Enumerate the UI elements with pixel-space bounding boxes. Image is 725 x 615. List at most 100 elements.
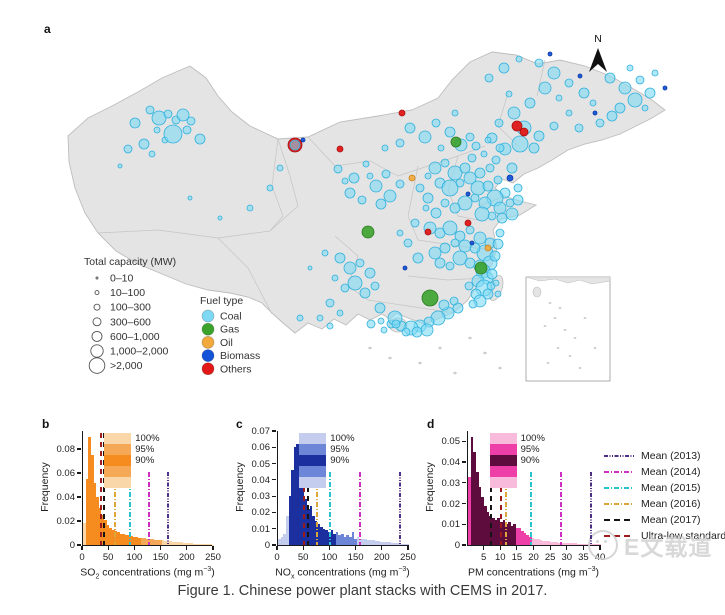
plant-marker <box>511 135 529 153</box>
mean_2013-legend-label: Mean (2013) <box>641 450 701 462</box>
mean_2017-line <box>306 433 309 545</box>
plant-marker <box>451 109 459 117</box>
plant-marker <box>151 110 167 126</box>
fuel-legend-label: Others <box>220 363 252 375</box>
mean_2016-line <box>316 472 319 545</box>
mean_2015-line <box>530 472 533 545</box>
capacity-legend-rows: 0–10 10–100 100–300 300–600 600–1,000 1,000–2… <box>88 273 169 374</box>
plant-marker <box>452 250 468 266</box>
plant-marker <box>321 249 329 257</box>
pct-label: 90% <box>135 455 155 466</box>
y-tick-label: 0.02 <box>56 516 76 527</box>
plant-marker <box>489 250 501 262</box>
pct-band <box>489 444 517 455</box>
plant-marker <box>450 238 460 248</box>
plant-marker <box>348 172 360 184</box>
x-tick <box>107 546 109 550</box>
fuel-legend-label: Gas <box>220 324 239 336</box>
histogram-bar <box>470 437 474 545</box>
plant-marker <box>357 195 367 205</box>
capacity-legend-circle <box>93 303 101 311</box>
plant-marker <box>395 138 405 148</box>
plant-marker <box>442 220 458 236</box>
mean_2016-legend-row: Mean (2016) <box>604 496 725 512</box>
x-tick <box>407 546 409 550</box>
fuel-legend-label: Biomass <box>220 350 260 362</box>
plant-marker <box>374 302 386 314</box>
mean_2014-line-sample <box>604 471 634 473</box>
plant-marker <box>398 109 406 117</box>
pct-label: 90% <box>330 455 350 466</box>
plant-marker <box>316 314 324 322</box>
histogram-bar <box>534 538 538 545</box>
mean_2013-line <box>166 472 169 545</box>
histogram-bar <box>494 520 498 545</box>
pct-band <box>104 433 132 444</box>
x-tick-label: 150 <box>347 552 364 563</box>
plant-marker <box>410 218 420 228</box>
histogram-bar <box>132 536 136 545</box>
plant-marker <box>467 153 477 163</box>
y-tick <box>77 496 81 498</box>
plant-marker <box>506 174 514 182</box>
plot-d <box>467 431 601 546</box>
x-tick-label: 200 <box>178 552 195 563</box>
histogram-bar <box>545 540 548 545</box>
coal-legend-circle <box>201 309 215 323</box>
fuel-legend-label: Coal <box>220 311 242 323</box>
plant-marker <box>515 55 523 63</box>
histogram-bars <box>468 431 601 545</box>
y-tick <box>272 511 276 514</box>
ultra-legend-label: Ultra-low standard <box>641 530 725 542</box>
plant-marker <box>627 92 643 108</box>
histogram-bar <box>172 541 175 545</box>
y-tick-label: 0 <box>264 540 270 551</box>
plant-marker <box>484 244 492 252</box>
histogram-bar <box>111 530 115 545</box>
plant-marker <box>511 120 523 132</box>
plant-marker <box>474 206 490 222</box>
plant-marker <box>325 298 335 308</box>
histogram-bar <box>122 534 125 545</box>
plant-marker <box>538 81 552 95</box>
pct-labels-b: 100% 95% 90% <box>135 433 159 466</box>
x-tick <box>81 546 83 550</box>
x-tick-label: 50 <box>297 552 309 563</box>
sea-islets <box>368 336 502 375</box>
plant-marker <box>347 275 363 291</box>
pct-band <box>489 477 517 488</box>
x-axis-title-b: SO2 concentrations (mg m−3) <box>80 566 215 581</box>
plant-marker <box>493 175 503 185</box>
plant-marker <box>495 228 505 238</box>
x-tick-label: 50 <box>102 552 114 563</box>
plant-marker <box>473 231 487 245</box>
plant-marker <box>519 127 529 137</box>
x-tick-label: 20 <box>528 552 539 563</box>
histogram-bar <box>473 451 476 545</box>
histogram-bar <box>478 486 482 545</box>
histogram-bar <box>130 536 133 545</box>
plant-marker <box>505 90 513 98</box>
plant-marker <box>428 161 442 175</box>
histogram-bar <box>156 539 160 545</box>
plant-marker <box>578 87 590 99</box>
ultra-line-sample <box>604 535 634 537</box>
mean_2016-line-sample <box>604 503 634 505</box>
capacity-legend-label: >2,000 <box>110 360 143 372</box>
x-tick-label: 15 <box>511 552 523 563</box>
plant-marker <box>145 105 155 115</box>
mean_2016-legend-label: Mean (2016) <box>641 498 701 510</box>
plant-marker <box>355 258 365 268</box>
histogram-bar <box>510 526 514 545</box>
x-tick <box>186 546 188 550</box>
plant-marker <box>438 299 450 311</box>
histogram-bar <box>143 538 146 545</box>
pct-band <box>299 444 327 455</box>
x-tick-label: 35 <box>578 552 589 563</box>
plant-marker <box>422 192 434 204</box>
histogram-bar <box>195 543 199 545</box>
histogram-bar <box>320 527 323 545</box>
plant-marker <box>464 257 476 269</box>
plant-marker <box>495 143 505 153</box>
